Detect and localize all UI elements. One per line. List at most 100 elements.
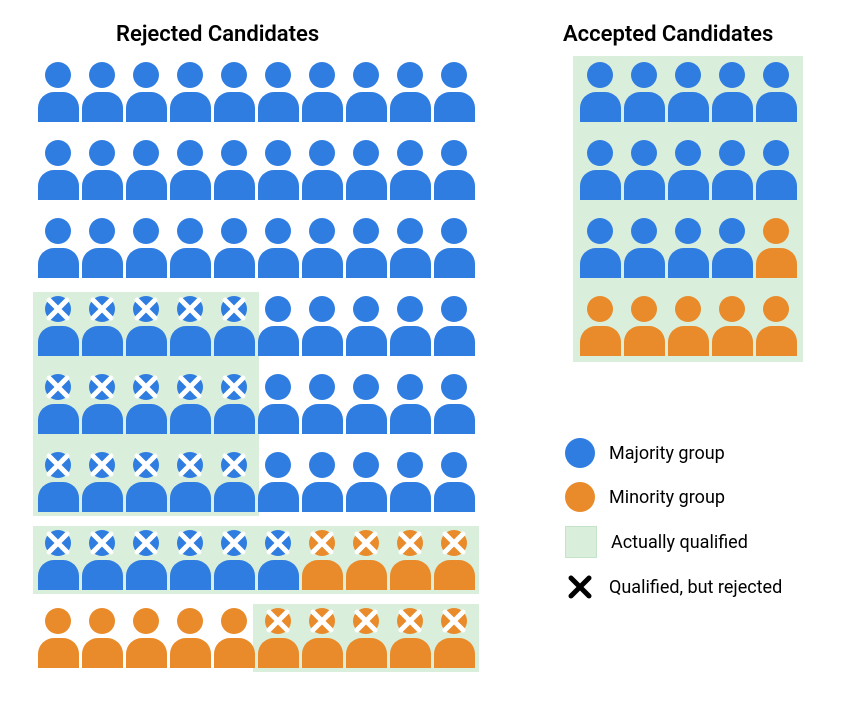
legend-swatch-square (565, 526, 597, 558)
person-icon (433, 530, 475, 590)
person-icon (125, 218, 167, 278)
person-icon (213, 452, 255, 512)
person-icon (169, 452, 211, 512)
person-icon (125, 452, 167, 512)
person-icon (257, 530, 299, 590)
legend-swatch-circle (565, 482, 595, 512)
person-icon (755, 62, 797, 122)
person-icon (345, 374, 387, 434)
person-icon (169, 296, 211, 356)
legend-item: Actually qualified (565, 526, 782, 558)
person-icon (301, 140, 343, 200)
person-icon (125, 374, 167, 434)
person-icon (579, 296, 621, 356)
person-icon (37, 62, 79, 122)
legend-label: Majority group (609, 443, 725, 464)
person-icon (257, 218, 299, 278)
person-icon (125, 608, 167, 668)
person-icon (623, 140, 665, 200)
legend-item: Minority group (565, 482, 782, 512)
person-icon (345, 608, 387, 668)
person-icon (389, 374, 431, 434)
person-icon (301, 452, 343, 512)
person-icon (579, 140, 621, 200)
person-icon (623, 62, 665, 122)
person-icon (433, 140, 475, 200)
person-icon (345, 218, 387, 278)
person-icon (169, 140, 211, 200)
person-icon (169, 218, 211, 278)
legend-label: Qualified, but rejected (609, 577, 782, 598)
legend: Majority group Minority group Actually qua… (565, 438, 782, 602)
person-icon (37, 140, 79, 200)
infographic-canvas: Rejected Candidates Accepted Candidates … (0, 0, 856, 707)
person-icon (389, 62, 431, 122)
person-icon (433, 296, 475, 356)
person-icon (257, 608, 299, 668)
person-icon (81, 608, 123, 668)
person-icon (257, 140, 299, 200)
person-icon (301, 218, 343, 278)
person-icon (301, 62, 343, 122)
person-icon (81, 218, 123, 278)
person-icon (433, 374, 475, 434)
person-icon (389, 218, 431, 278)
rejected-title: Rejected Candidates (116, 22, 319, 47)
person-icon (667, 296, 709, 356)
person-icon (667, 140, 709, 200)
person-icon (257, 374, 299, 434)
person-icon (301, 530, 343, 590)
person-icon (389, 452, 431, 512)
person-icon (711, 218, 753, 278)
person-icon (257, 296, 299, 356)
person-icon (169, 608, 211, 668)
person-icon (37, 608, 79, 668)
person-icon (755, 296, 797, 356)
person-icon (213, 140, 255, 200)
person-icon (345, 296, 387, 356)
person-icon (213, 374, 255, 434)
person-icon (213, 608, 255, 668)
person-icon (711, 140, 753, 200)
legend-label: Minority group (609, 487, 725, 508)
person-icon (667, 62, 709, 122)
legend-swatch-x (565, 572, 595, 602)
person-icon (37, 452, 79, 512)
person-icon (257, 62, 299, 122)
person-icon (389, 530, 431, 590)
person-icon (301, 374, 343, 434)
person-icon (81, 374, 123, 434)
person-icon (433, 62, 475, 122)
person-icon (169, 62, 211, 122)
legend-item: Qualified, but rejected (565, 572, 782, 602)
person-icon (37, 374, 79, 434)
person-icon (169, 530, 211, 590)
person-icon (213, 530, 255, 590)
person-icon (125, 62, 167, 122)
person-icon (301, 608, 343, 668)
person-icon (125, 140, 167, 200)
person-icon (81, 452, 123, 512)
person-icon (711, 296, 753, 356)
person-icon (213, 62, 255, 122)
person-icon (345, 452, 387, 512)
person-icon (667, 218, 709, 278)
person-icon (301, 296, 343, 356)
person-icon (623, 296, 665, 356)
person-icon (345, 140, 387, 200)
person-icon (755, 140, 797, 200)
person-icon (37, 218, 79, 278)
legend-item: Majority group (565, 438, 782, 468)
person-icon (389, 296, 431, 356)
person-icon (711, 62, 753, 122)
person-icon (433, 452, 475, 512)
person-icon (257, 452, 299, 512)
legend-label: Actually qualified (611, 532, 748, 553)
person-icon (81, 296, 123, 356)
person-icon (213, 218, 255, 278)
person-icon (389, 608, 431, 668)
person-icon (81, 140, 123, 200)
person-icon (81, 530, 123, 590)
person-icon (213, 296, 255, 356)
accepted-title: Accepted Candidates (563, 22, 773, 47)
